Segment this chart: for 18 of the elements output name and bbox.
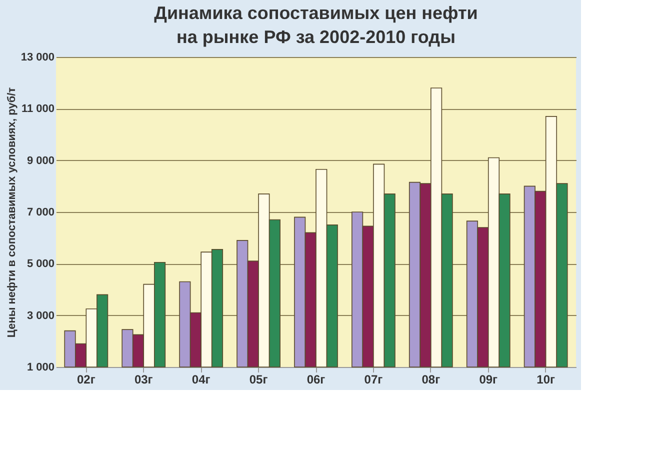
y-tick-label: 7 000 (26, 206, 54, 218)
y-tick-label: 9 000 (26, 154, 54, 167)
x-tick-label: 05г (249, 372, 268, 386)
chart-title: Динамика сопоставимых цен нефти на рынке РФ за 2002-2010 годы (154, 3, 478, 47)
y-tick-label: 5 000 (26, 258, 54, 270)
x-tick-label: 10г (536, 372, 556, 386)
x-tick-label: 06г (306, 372, 326, 386)
x-tick-label: 04г (192, 372, 210, 386)
x-tick-label: 07г (364, 372, 383, 386)
y-tick-label: 13 000 (20, 52, 54, 64)
y-axis-title: Цены нефти в сопоставимых условиях, руб/т (6, 86, 18, 338)
x-tick-label: 08г (422, 372, 440, 386)
x-tick-label: 02г (76, 372, 96, 386)
y-tick-label: 1 000 (26, 362, 54, 374)
y-tick-label: 3 000 (26, 310, 54, 322)
y-tick-label: 11 000 (21, 103, 54, 116)
x-tick-label: 03г (134, 372, 153, 386)
x-tick-label: 09г (479, 372, 498, 386)
